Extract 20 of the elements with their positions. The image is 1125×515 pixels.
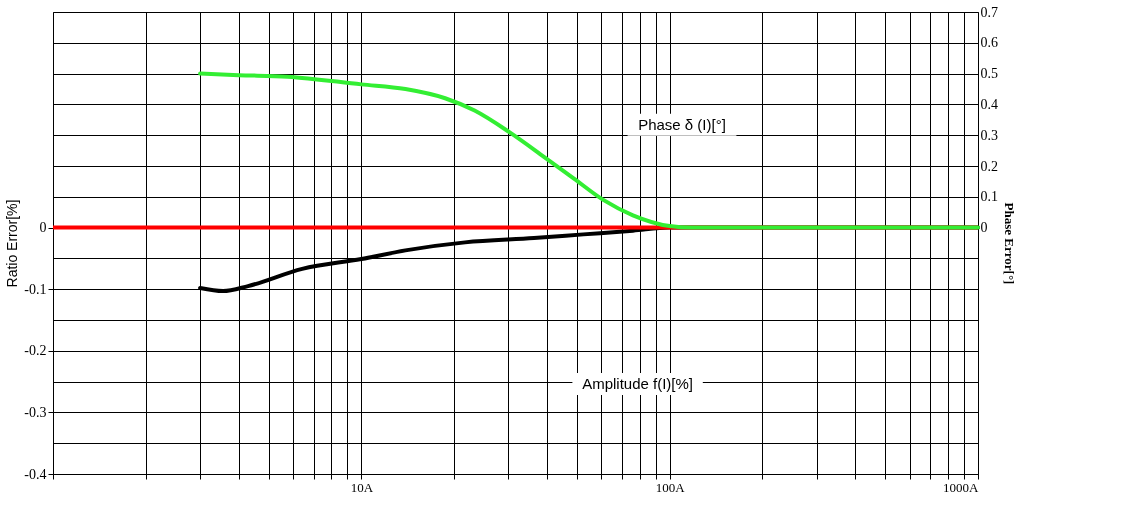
y2-tick-label: 0.3 bbox=[980, 127, 998, 143]
y-axis-title: Ratio Error[%] bbox=[4, 199, 21, 288]
annotation: Phase δ (I)[°] bbox=[638, 115, 726, 133]
y-tick-label: -0.3 bbox=[24, 404, 47, 420]
y-tick-label: -0.2 bbox=[24, 343, 47, 359]
y-tick-label: 0 bbox=[39, 220, 47, 236]
x-tick-label: 100A bbox=[655, 479, 686, 495]
y2-tick-label: 0.1 bbox=[980, 189, 998, 205]
y2-tick-label: 0.7 bbox=[980, 4, 998, 20]
x-tick-label: 1000A bbox=[943, 479, 980, 495]
annotation: Amplitude f(I)[%] bbox=[582, 374, 694, 392]
y-tick-label: -0.4 bbox=[24, 466, 47, 482]
y2-axis-title: Phase Error[°] bbox=[1002, 202, 1017, 285]
y2-tick-label: 0.4 bbox=[980, 96, 998, 112]
y-tick-label: -0.1 bbox=[24, 281, 47, 297]
y2-tick-label: 0 bbox=[980, 220, 988, 236]
y2-tick-label: 0.2 bbox=[980, 158, 998, 174]
y2-tick-label: 0.6 bbox=[980, 35, 998, 51]
x-tick-label: 10A bbox=[350, 479, 374, 495]
y2-tick-label: 0.5 bbox=[980, 66, 998, 82]
